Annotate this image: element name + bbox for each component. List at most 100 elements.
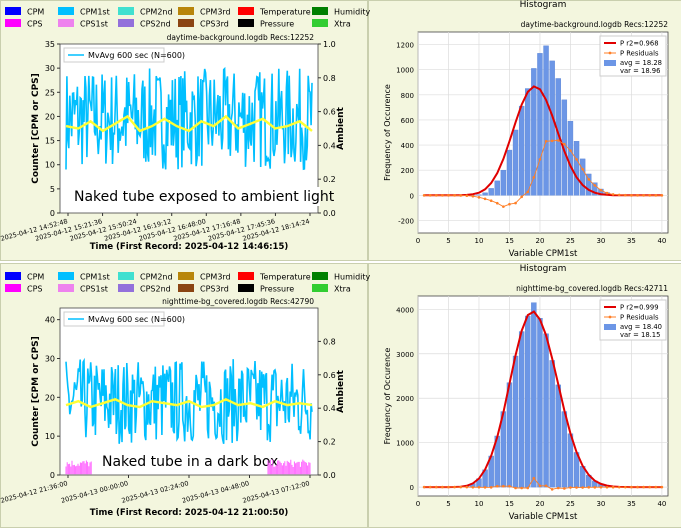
hist-top-title: Histogram <box>520 0 567 10</box>
hist-top-legend-var: var = 18.96 <box>620 67 660 75</box>
hist-bottom-xtick-label: 10 <box>475 500 484 508</box>
legend-swatch-cpm3rd-bottom <box>178 272 194 280</box>
hist-bottom-residual-point <box>624 486 627 489</box>
hist-top-residual-point <box>484 198 487 201</box>
hist-bottom-residual-point <box>642 486 645 489</box>
hist-bottom-ytick-label: 4000 <box>396 306 414 314</box>
ts-top-ytick-label: 20 <box>45 112 55 121</box>
hist-bottom-residual-point <box>520 487 523 490</box>
legend-label-cpm2nd-top: CPM2nd <box>140 8 173 17</box>
hist-top-residual-point <box>600 189 603 192</box>
hist-top-residual-point <box>630 194 633 197</box>
hist-top-residual-point <box>575 158 578 161</box>
hist-bottom-residual-point <box>630 486 633 489</box>
hist-top-residual-point <box>655 194 658 197</box>
hist-top-bar <box>525 89 530 196</box>
hist-top-residual-point <box>423 194 426 197</box>
hist-bottom-xtick-label: 40 <box>657 500 666 508</box>
legend-label-cps2nd-bottom: CPS2nd <box>140 285 171 294</box>
hist-bottom-bar <box>519 332 524 488</box>
hist-bottom-residual-point <box>636 486 639 489</box>
legend-label-cps-bottom: CPS <box>27 285 43 294</box>
legend-label-cps3rd-bottom: CPS3rd <box>200 285 229 294</box>
ts-top-ytick-label: 0 <box>50 209 55 218</box>
hist-top-xtick-label: 10 <box>475 237 484 245</box>
hist-bottom-residual-point <box>655 486 658 489</box>
hist-top-legend-avg: avg = 18.28 <box>620 59 662 67</box>
ts-bottom-ylabel-right: Ambient <box>336 369 346 412</box>
hist-bottom-residual-point <box>533 477 536 480</box>
hist-bottom-residual-point <box>575 486 578 489</box>
ts-top-ytick-label: 30 <box>45 64 55 73</box>
legend-label-cps1st-bottom: CPS1st <box>80 285 108 294</box>
hist-top-residual-point <box>648 194 651 197</box>
hist-bottom-legend-residuals: P Residuals <box>620 314 659 322</box>
hist-top-residual-point <box>478 196 481 199</box>
hist-top-xtick-label: 35 <box>627 237 636 245</box>
hist-top-residual-point <box>447 194 450 197</box>
hist-bottom-residual-point <box>587 486 590 489</box>
hist-top-xlabel: Variable CPM1st <box>509 249 578 259</box>
hist-bottom-residual-point <box>600 486 603 489</box>
legend-swatch-cps3rd-bottom <box>178 284 194 292</box>
hist-top-xtick-label: 20 <box>535 237 544 245</box>
hist-bottom-residual-point <box>661 486 664 489</box>
hist-bottom-residual-point <box>618 486 621 489</box>
hist-top-residual-point <box>472 195 475 198</box>
hist-top-bar <box>476 195 481 196</box>
hist-bottom-title: Histogram <box>520 264 567 274</box>
legend-swatch-cps1st-bottom <box>58 284 74 292</box>
hist-top-ytick-label: 1000 <box>396 67 414 75</box>
hist-bottom-residual-point <box>569 486 572 489</box>
hist-top-bar <box>489 188 494 195</box>
hist-bottom-residual-point <box>581 486 584 489</box>
hist-top-residual-point <box>441 194 444 197</box>
hist-top-bar <box>568 121 573 195</box>
legend-swatch-cpm2nd-top <box>118 7 134 15</box>
hist-bottom-residual-point <box>648 486 651 489</box>
hist-bottom-bar <box>531 303 536 487</box>
hist-top-residual-point <box>636 194 639 197</box>
hist-bottom-xtick-label: 20 <box>535 500 544 508</box>
ts-top-ytick-right-label: 0.0 <box>323 209 336 218</box>
hist-bottom-bar <box>544 334 549 487</box>
hist-top-bar <box>501 170 506 195</box>
hist-bottom-xtick-label: 0 <box>416 500 420 508</box>
legend-label-cpm-top: CPM <box>27 8 44 17</box>
legend-label-pressure-top: Pressure <box>260 20 294 29</box>
ts-top-ytick-right-label: 0.2 <box>323 175 336 184</box>
hist-top-residual-point <box>539 158 542 161</box>
hist-bottom-legend-avg: avg = 18.40 <box>620 323 662 331</box>
hist-bottom-xlabel: Variable CPM1st <box>509 512 578 522</box>
legend-label-cpm2nd-bottom: CPM2nd <box>140 273 173 282</box>
ts-bottom-ytick-label: 20 <box>45 393 55 402</box>
legend-label-cpm-bottom: CPM <box>27 273 44 282</box>
hist-top-legend-res-dot <box>609 52 612 55</box>
hist-top-bar <box>495 181 500 195</box>
ts-bottom-xtick-label: 2025-04-13 07:12:00 <box>242 479 311 505</box>
hist-bottom-xtick-label: 15 <box>505 500 514 508</box>
legend-label-humidity-bottom: Humidity <box>334 273 371 282</box>
hist-top-bar <box>519 106 524 195</box>
hist-top-xtick-label: 5 <box>446 237 450 245</box>
hist-bottom-xtick-label: 5 <box>446 500 450 508</box>
hist-bottom-residual-point <box>526 487 529 490</box>
ts-bottom-xtick-label: 2025-04-13 04:48:00 <box>181 479 250 505</box>
hist-top-residual-point <box>551 139 554 142</box>
legend-swatch-temperature-top <box>238 7 254 15</box>
legend-swatch-cpm1st-bottom <box>58 272 74 280</box>
ts-bottom-ytick-right-label: 0.8 <box>323 337 336 346</box>
ts-top-annotation: Naked tube exposed to ambient light <box>74 189 335 205</box>
hist-bottom-residual-point <box>429 486 432 489</box>
hist-top-residual-point <box>587 178 590 181</box>
hist-top-bar <box>580 159 585 195</box>
hist-bottom-residual-point <box>545 484 548 487</box>
hist-top-ytick-label: -200 <box>398 217 414 225</box>
hist-bottom-bar <box>525 316 530 487</box>
hist-top-residual-point <box>624 194 627 197</box>
legend-label-cpm1st-top: CPM1st <box>80 8 110 17</box>
hist-top-residual-point <box>465 194 468 197</box>
hist-bottom-residual-point <box>423 486 426 489</box>
hist-top-xtick-label: 0 <box>416 237 420 245</box>
